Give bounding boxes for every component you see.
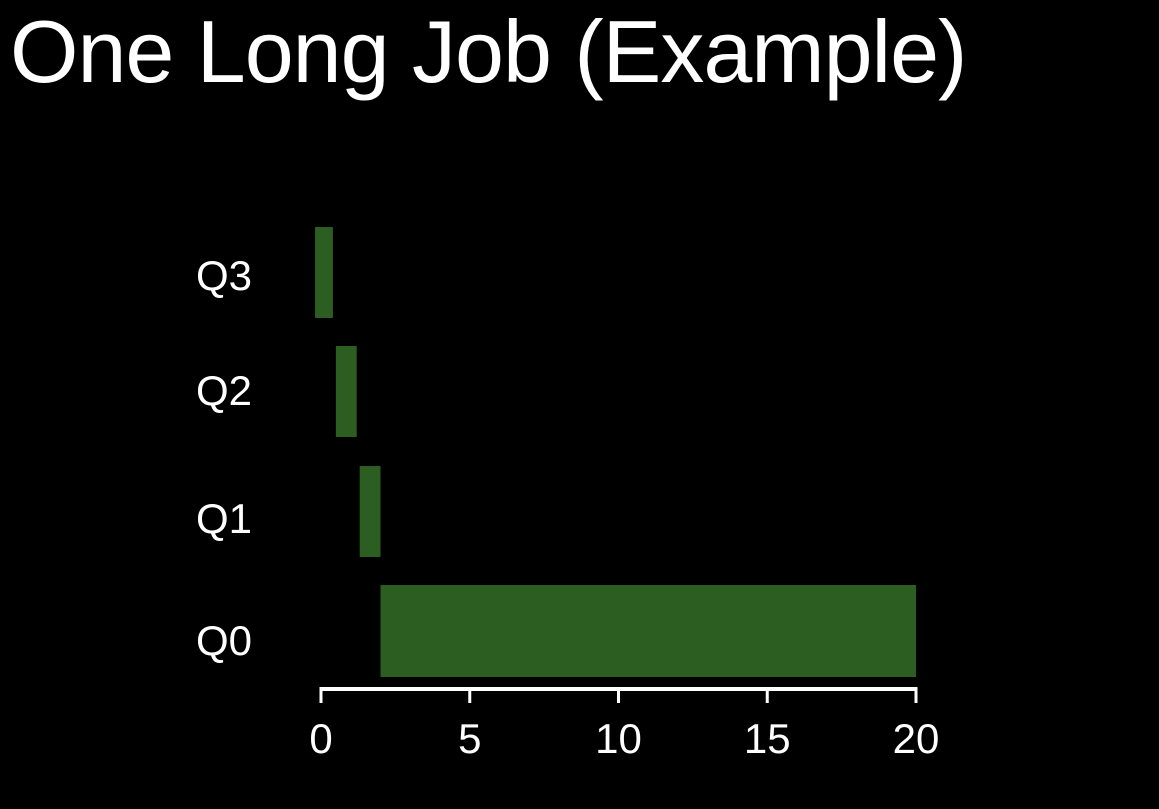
x-tick-label-5: 5 (458, 715, 481, 762)
y-tick-label-q0: Q0 (196, 617, 252, 664)
bars-layer (315, 227, 916, 677)
bar-q1 (359, 466, 381, 557)
x-tick-label-15: 15 (744, 715, 791, 762)
x-tick-label-20: 20 (893, 715, 940, 762)
y-tick-label-q1: Q1 (196, 495, 252, 542)
slide-title: One Long Job (Example) (10, 2, 967, 101)
x-axis: 0 5 10 15 20 (309, 687, 939, 762)
x-tick-label-10: 10 (595, 715, 642, 762)
bar-q0 (380, 585, 916, 677)
x-tick-label-0: 0 (309, 715, 332, 762)
bar-q3 (315, 227, 333, 318)
y-tick-label-q3: Q3 (196, 252, 252, 299)
y-axis-labels: Q3 Q2 Q1 Q0 (196, 252, 252, 664)
y-tick-label-q2: Q2 (196, 367, 252, 414)
bar-q2 (335, 346, 357, 437)
